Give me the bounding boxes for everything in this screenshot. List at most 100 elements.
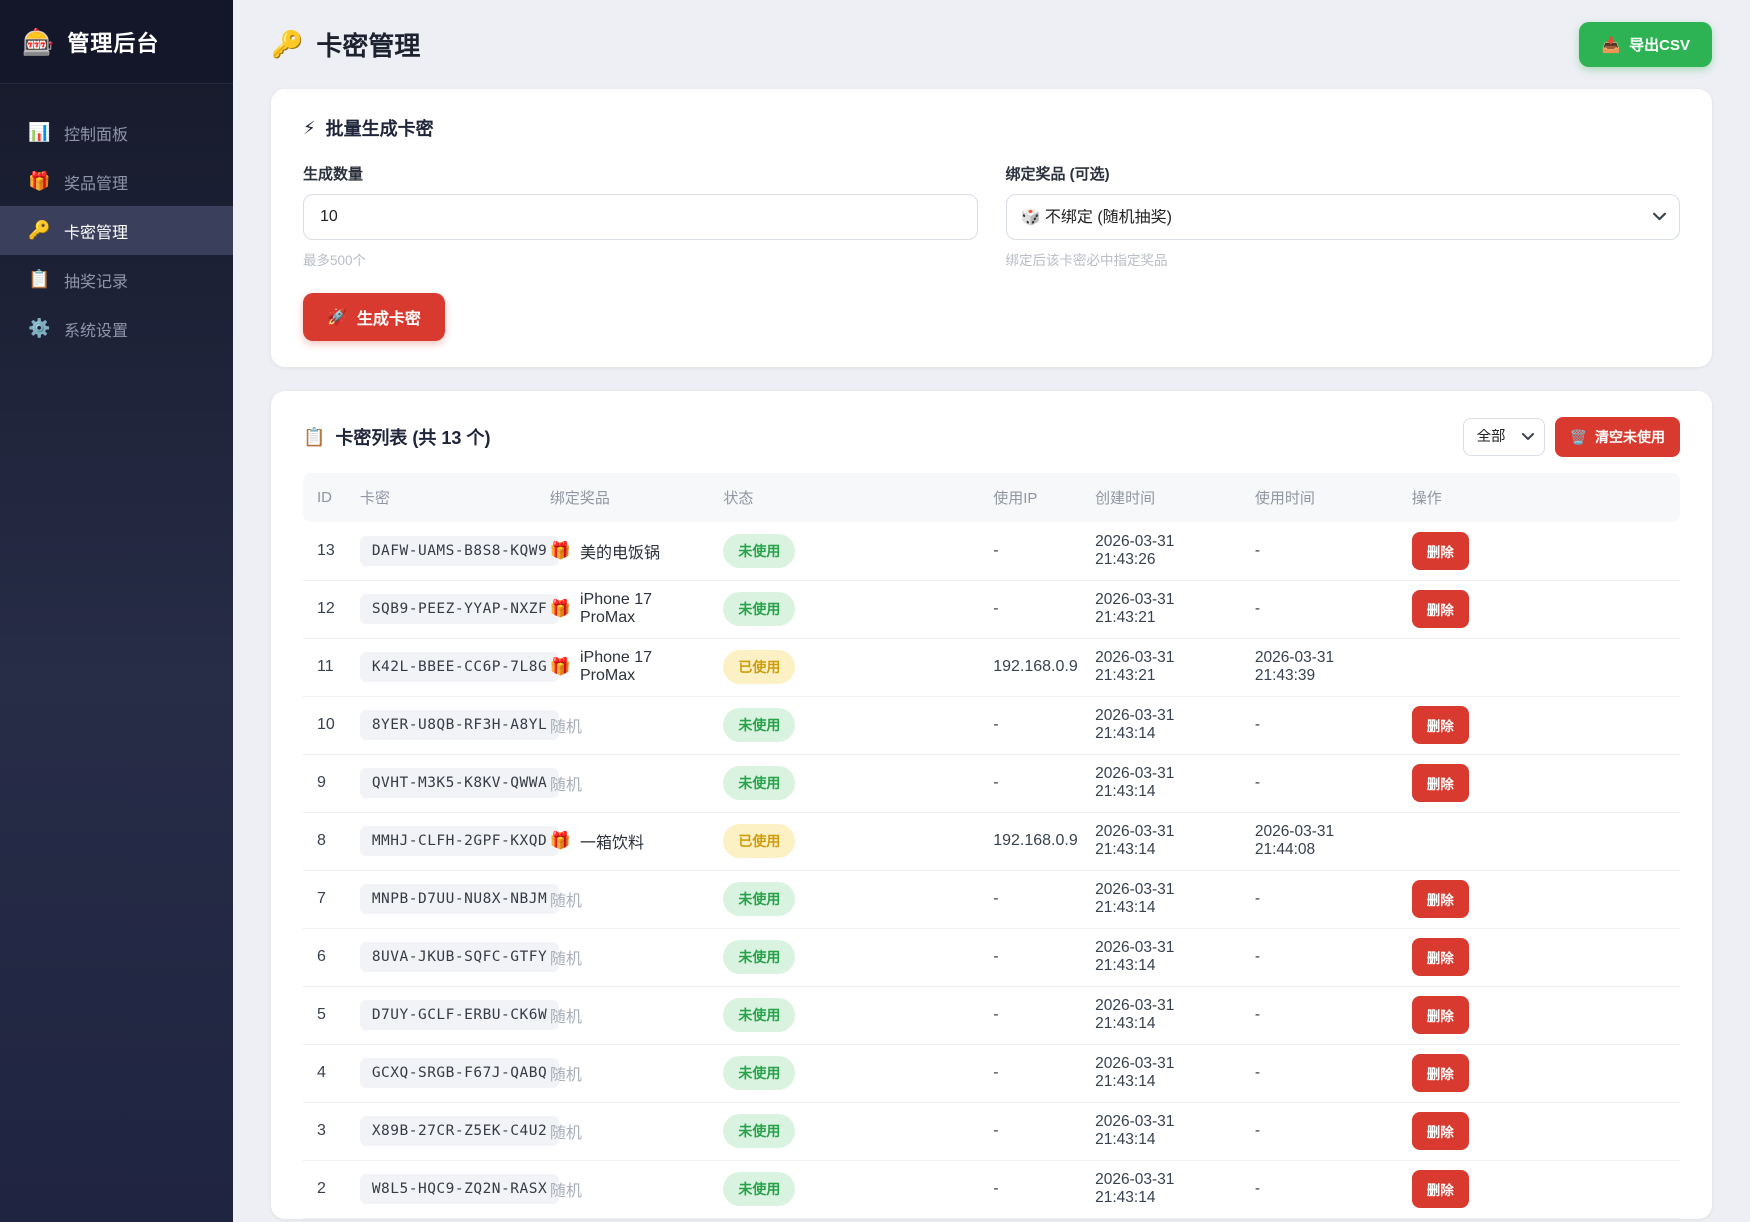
gift-icon: 🎁: [549, 599, 571, 618]
cell-created: 2026-03-31 21:43:14: [1085, 754, 1245, 813]
cell-actions: 删除: [1401, 1044, 1680, 1103]
cell-id: 9: [303, 754, 350, 813]
generate-button[interactable]: 🚀 生成卡密: [303, 293, 445, 341]
delete-button[interactable]: 删除: [1411, 1054, 1469, 1092]
col-created: 创建时间: [1085, 473, 1245, 522]
clear-unused-button[interactable]: 🗑️ 清空未使用: [1554, 417, 1680, 457]
cell-actions: 删除: [1401, 870, 1680, 929]
cell-ip: -: [983, 986, 1086, 1045]
cell-prize: 随机: [539, 1160, 714, 1219]
cell-ip: -: [983, 754, 1086, 813]
status-badge: 未使用: [723, 1056, 796, 1090]
slot-machine-icon: 🎰: [22, 26, 55, 57]
cell-status: 未使用: [713, 1044, 984, 1103]
col-ip: 使用IP: [983, 473, 1086, 522]
status-badge: 未使用: [723, 592, 796, 626]
records-icon: 📋: [28, 269, 51, 289]
quantity-hint: 最多500个: [303, 253, 367, 268]
prize-select[interactable]: 🎲 不绑定 (随机抽奖): [1005, 194, 1680, 240]
table-row: 4 GCXQ-SRGB-F67J-QABQ 随机 未使用 - 2026-03-3…: [303, 1044, 1680, 1103]
col-prize: 绑定奖品: [539, 473, 714, 522]
cell-prize: 随机: [539, 1102, 714, 1161]
delete-button[interactable]: 删除: [1411, 880, 1469, 918]
export-csv-button[interactable]: 📥 导出CSV: [1579, 22, 1712, 67]
card-key-code: DAFW-UAMS-B8S8-KQW9: [359, 535, 560, 566]
card-key-table: ID 卡密 绑定奖品 状态 使用IP 创建时间 使用时间 操作 13 DAFW-…: [303, 473, 1680, 1219]
cell-code: MNPB-D7UU-NU8X-NBJM: [349, 870, 560, 929]
cell-created: 2026-03-31 21:43:14: [1085, 812, 1245, 871]
table-row: 12 SQB9-PEEZ-YYAP-NXZF 🎁 iPhone 17 ProMa…: [303, 580, 1680, 639]
card-key-code: K42L-BBEE-CC6P-7L8G: [359, 652, 560, 682]
col-id: ID: [303, 473, 350, 522]
cell-status: 未使用: [713, 580, 984, 639]
cell-code: MMHJ-CLFH-2GPF-KXQD: [349, 812, 560, 871]
cell-code: QVHT-M3K5-K8KV-QWWA: [349, 754, 560, 813]
status-filter-wrap: 全部: [1462, 418, 1545, 456]
card-key-code: GCXQ-SRGB-F67J-QABQ: [359, 1058, 560, 1088]
clear-unused-label: 清空未使用: [1595, 429, 1665, 445]
sidebar-nav: 📊 控制面板 🎁 奖品管理 🔑 卡密管理 📋 抽奖记录 ⚙️ 系统设置: [0, 108, 233, 353]
cell-actions: 删除: [1401, 696, 1680, 755]
list-header: 📋 卡密列表 (共 13 个) 全部 🗑️ 清空未使用: [303, 417, 1680, 457]
cell-actions: 删除: [1401, 580, 1680, 639]
cell-id: 4: [303, 1044, 350, 1103]
cell-prize: 🎁 美的电饭锅: [539, 522, 714, 581]
prize-field-group: 绑定奖品 (可选) 🎲 不绑定 (随机抽奖) 绑定后该卡密必中指定奖品: [1005, 163, 1680, 269]
cell-status: 未使用: [713, 1102, 984, 1161]
cell-used: 2026-03-31 21:44:08: [1244, 812, 1402, 871]
cell-used: -: [1244, 580, 1402, 639]
status-badge: 已使用: [723, 650, 796, 684]
cell-created: 2026-03-31 21:43:14: [1085, 1160, 1245, 1219]
inbox-tray-icon: 📥: [1601, 36, 1621, 54]
status-badge: 未使用: [723, 940, 796, 974]
gift-icon: 🎁: [549, 540, 571, 560]
status-badge: 未使用: [723, 708, 796, 742]
status-filter-select[interactable]: 全部: [1462, 418, 1545, 456]
cell-created: 2026-03-31 21:43:26: [1085, 522, 1245, 581]
quantity-input[interactable]: [303, 194, 978, 240]
delete-button[interactable]: 删除: [1411, 996, 1469, 1034]
card-key-code: SQB9-PEEZ-YYAP-NXZF: [359, 594, 560, 624]
delete-button[interactable]: 删除: [1411, 1112, 1469, 1150]
sidebar-item-card-keys[interactable]: 🔑 卡密管理: [0, 206, 233, 255]
batch-generate-title: ⚡ 批量生成卡密: [303, 117, 434, 140]
table-row: 9 QVHT-M3K5-K8KV-QWWA 随机 未使用 - 2026-03-3…: [303, 754, 1680, 813]
sidebar-item-records[interactable]: 📋 抽奖记录: [28, 269, 129, 291]
cell-status: 已使用: [713, 638, 984, 697]
cell-used: -: [1244, 986, 1402, 1045]
cell-code: DAFW-UAMS-B8S8-KQW9: [349, 522, 560, 581]
cell-id: 13: [303, 522, 350, 581]
cell-prize: 随机: [539, 754, 714, 813]
sidebar-item-settings[interactable]: ⚙️ 系统设置: [28, 318, 129, 340]
delete-button[interactable]: 删除: [1411, 764, 1469, 802]
table-row: 2 W8L5-HQC9-ZQ2N-RASX 随机 未使用 - 2026-03-3…: [303, 1160, 1680, 1219]
cell-used: 2026-03-31 21:43:39: [1244, 638, 1402, 697]
cell-prize: 随机: [539, 986, 714, 1045]
batch-generate-card: ⚡ 批量生成卡密 生成数量 最多500个 绑定奖品 (可选) 🎲 不绑定 (随机…: [271, 89, 1712, 367]
delete-button[interactable]: 删除: [1411, 706, 1469, 744]
sidebar-item-dashboard[interactable]: 📊 控制面板: [28, 122, 129, 144]
table-row: 10 8YER-U8QB-RF3H-A8YL 随机 未使用 - 2026-03-…: [303, 696, 1680, 755]
delete-button[interactable]: 删除: [1411, 1170, 1469, 1208]
cell-id: 2: [303, 1160, 350, 1219]
prize-select-wrap: 🎲 不绑定 (随机抽奖): [1005, 194, 1680, 240]
delete-button[interactable]: 删除: [1411, 531, 1469, 570]
status-badge: 未使用: [723, 1114, 796, 1148]
cell-status: 未使用: [713, 696, 984, 755]
gift-icon: 🎁: [549, 831, 571, 850]
status-badge: 已使用: [723, 824, 796, 858]
cell-code: GCXQ-SRGB-F67J-QABQ: [349, 1044, 560, 1103]
delete-button[interactable]: 删除: [1411, 590, 1469, 628]
list-title: 📋 卡密列表 (共 13 个): [303, 426, 491, 449]
cell-used: -: [1244, 522, 1402, 581]
export-csv-label: 导出CSV: [1629, 37, 1690, 54]
cell-id: 8: [303, 812, 350, 871]
delete-button[interactable]: 删除: [1411, 938, 1469, 976]
sidebar-item-prizes[interactable]: 🎁 奖品管理: [28, 171, 129, 193]
cell-actions: [1401, 812, 1680, 871]
col-status: 状态: [713, 473, 984, 522]
cell-code: K42L-BBEE-CC6P-7L8G: [349, 638, 560, 697]
card-key-code: QVHT-M3K5-K8KV-QWWA: [359, 768, 560, 798]
status-badge: 未使用: [723, 766, 796, 800]
card-keys-icon: 🔑: [28, 220, 51, 240]
